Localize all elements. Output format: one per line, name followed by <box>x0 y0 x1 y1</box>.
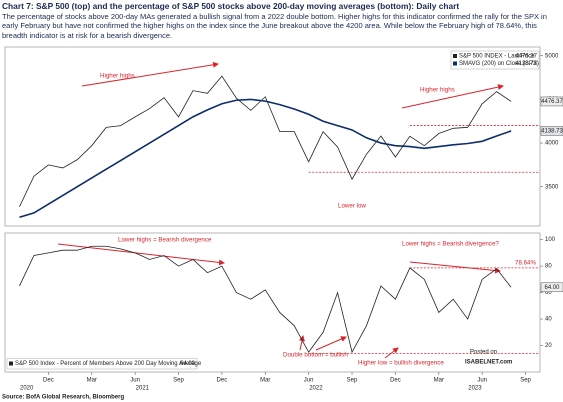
legend-swatch <box>9 361 13 366</box>
legend-box <box>450 50 540 70</box>
legend-swatch <box>453 54 457 58</box>
x-group-label: 2022 <box>309 386 323 392</box>
x-group-label: 2021 <box>136 386 150 392</box>
series-line <box>19 75 512 207</box>
value-tag-label: 4138.73 <box>541 129 563 135</box>
legend-label: S&P 500 Index - Percent of Members Above… <box>15 361 202 367</box>
x-tick-label: Jun <box>130 378 140 384</box>
x-tick-label: Jun <box>304 378 314 384</box>
x-tick-label: Sep <box>347 378 358 384</box>
y-tick-label: 4000 <box>545 141 559 147</box>
annotation: Double bottom = bullish <box>283 352 348 359</box>
legend-value: 4138.73 <box>515 61 537 67</box>
y-tick-label: 20 <box>545 343 552 349</box>
y-tick-label: 80 <box>545 264 552 270</box>
y-tick-label: 100 <box>545 237 556 243</box>
source: Source: BofA Global Research, Bloomberg <box>2 395 124 401</box>
x-tick-label: Dec <box>390 378 401 384</box>
x-group-label: 2023 <box>468 386 482 392</box>
value-tag <box>540 282 563 293</box>
y-tick-label: 5000 <box>545 53 559 59</box>
value-tag-label: 64.00 <box>544 285 560 291</box>
legend-label: SMAVG (200) on Close (SPX) <box>459 61 539 67</box>
x-tick-label: Dec <box>217 378 228 384</box>
series-line <box>19 245 512 354</box>
arrow <box>401 84 504 109</box>
annotation: Lower highs = Bearish divergence <box>118 237 212 244</box>
annotation: Higher low = bullish divergence <box>358 360 444 367</box>
value-tag <box>540 96 563 107</box>
reference-label: 78.64% <box>515 260 536 267</box>
x-tick-label: Mar <box>434 378 444 384</box>
annotation: Lower highs = Bearish divergence? <box>402 241 499 248</box>
arrow <box>315 336 347 351</box>
y-tick-label: 40 <box>545 317 552 323</box>
chart-subtitle: The percentage of stocks above 200-day M… <box>2 12 547 40</box>
legend-value: 64.00 <box>180 361 196 367</box>
value-tag-label: 4476.37 <box>541 99 563 105</box>
x-group-label: 2020 <box>20 386 34 392</box>
legend-swatch <box>453 61 457 66</box>
legend-value: 4476.37 <box>515 54 537 60</box>
watermark: ISABELNET.com <box>465 360 512 366</box>
annotation: Higher highs <box>100 73 135 80</box>
legend-box <box>6 358 198 370</box>
x-tick-label: Jun <box>477 378 487 384</box>
y-tick-label: 60 <box>545 290 552 296</box>
plot-frame <box>4 46 541 227</box>
arrow <box>409 261 501 274</box>
legend-label: S&P 500 INDEX - Last Price <box>459 54 535 60</box>
annotation: Higher highs <box>420 87 455 94</box>
arrow <box>384 347 399 359</box>
arrow <box>81 61 219 87</box>
x-tick-label: Sep <box>520 378 531 384</box>
arrow <box>57 243 225 266</box>
legend: S&P 500 Index - Percent of Members Above… <box>6 358 202 370</box>
y-tick-label: 3500 <box>545 184 559 190</box>
series-line <box>19 98 512 219</box>
arrow <box>299 335 305 351</box>
value-tag <box>540 126 563 136</box>
x-tick-label: Mar <box>260 378 270 384</box>
x-tick-label: Dec <box>43 378 54 384</box>
watermark: Posted on <box>470 350 497 356</box>
x-tick-label: Mar <box>87 378 97 384</box>
annotation-arrows <box>57 61 504 359</box>
plot-frame <box>4 232 541 373</box>
chart-title: Chart 7: S&P 500 (top) and the percentag… <box>2 1 460 11</box>
annotation: Lower low <box>338 203 366 210</box>
x-tick-label: Sep <box>173 378 184 384</box>
